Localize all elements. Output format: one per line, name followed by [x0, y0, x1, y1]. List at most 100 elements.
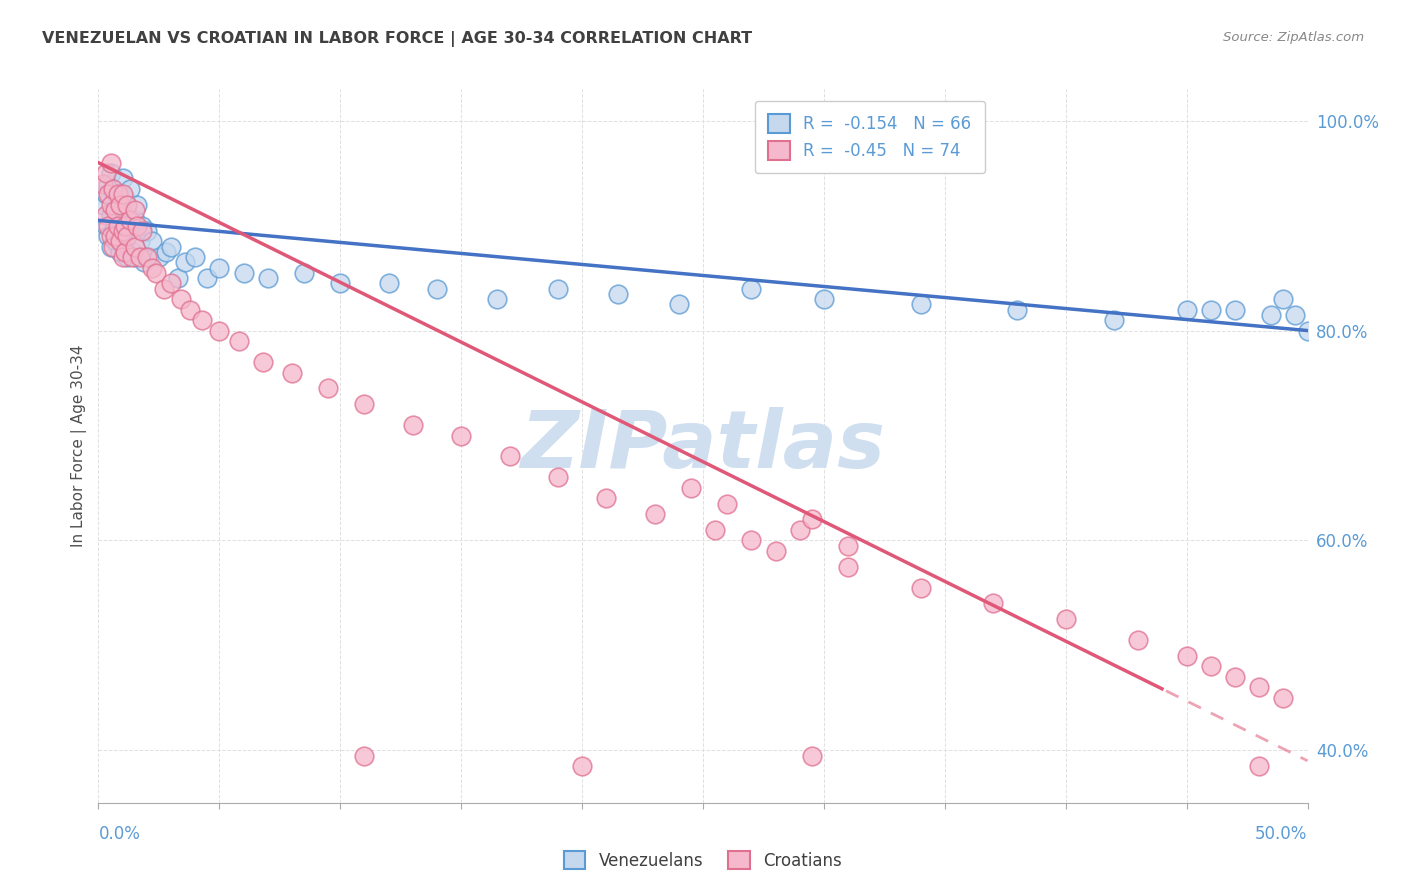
Point	[1175, 648, 1198, 663]
Point	[208, 324, 231, 338]
Point	[101, 224, 124, 238]
Point	[107, 187, 129, 202]
Text: Source: ZipAtlas.com: Source: ZipAtlas.com	[1223, 31, 1364, 45]
Point	[107, 219, 129, 233]
Point	[108, 213, 131, 227]
Point	[135, 224, 157, 238]
Text: ZIPatlas: ZIPatlas	[520, 407, 886, 485]
Point	[1249, 759, 1271, 773]
Point	[167, 271, 190, 285]
Point	[668, 297, 690, 311]
Point	[910, 297, 932, 311]
Point	[1223, 670, 1246, 684]
Point	[97, 229, 120, 244]
Point	[134, 255, 156, 269]
Point	[179, 302, 201, 317]
Point	[450, 428, 472, 442]
Point	[114, 219, 136, 233]
Point	[160, 277, 183, 291]
Point	[981, 596, 1004, 610]
Point	[100, 239, 122, 253]
Point	[1175, 302, 1198, 317]
Point	[101, 239, 124, 253]
Point	[208, 260, 231, 275]
Point	[121, 244, 143, 259]
Point	[97, 219, 120, 233]
Point	[145, 266, 167, 280]
Point	[118, 213, 141, 227]
Point	[111, 171, 134, 186]
Point	[1272, 690, 1295, 705]
Point	[716, 497, 738, 511]
Point	[353, 397, 375, 411]
Point	[128, 235, 150, 249]
Point	[111, 202, 134, 217]
Point	[104, 202, 127, 217]
Point	[486, 292, 509, 306]
Point	[498, 450, 520, 464]
Text: 50.0%: 50.0%	[1256, 825, 1308, 843]
Point	[292, 266, 315, 280]
Point	[377, 277, 399, 291]
Point	[97, 187, 120, 202]
Point	[813, 292, 835, 306]
Point	[228, 334, 250, 348]
Point	[800, 512, 823, 526]
Point	[108, 187, 131, 202]
Point	[111, 239, 134, 253]
Point	[1128, 633, 1150, 648]
Point	[155, 244, 177, 259]
Point	[100, 155, 122, 169]
Point	[135, 250, 157, 264]
Point	[765, 544, 787, 558]
Point	[114, 229, 136, 244]
Point	[1199, 302, 1222, 317]
Point	[1284, 308, 1306, 322]
Point	[117, 208, 139, 222]
Point	[91, 177, 114, 191]
Point	[740, 533, 762, 548]
Point	[281, 366, 304, 380]
Point	[114, 244, 136, 259]
Point	[101, 182, 124, 196]
Point	[127, 219, 149, 233]
Point	[100, 166, 122, 180]
Point	[679, 481, 702, 495]
Point	[195, 271, 218, 285]
Point	[1054, 612, 1077, 626]
Point	[191, 313, 214, 327]
Point	[152, 282, 174, 296]
Point	[789, 523, 811, 537]
Point	[160, 239, 183, 253]
Point	[353, 748, 375, 763]
Point	[117, 197, 139, 211]
Point	[426, 282, 449, 296]
Point	[232, 266, 254, 280]
Point	[97, 177, 120, 191]
Point	[114, 193, 136, 207]
Point	[329, 277, 352, 291]
Point	[121, 250, 143, 264]
Legend: Venezuelans, Croatians: Venezuelans, Croatians	[557, 845, 849, 877]
Point	[104, 229, 127, 244]
Point	[118, 219, 141, 233]
Point	[1007, 302, 1029, 317]
Point	[256, 271, 278, 285]
Point	[101, 182, 124, 196]
Point	[117, 250, 139, 264]
Point	[169, 292, 191, 306]
Point	[1296, 324, 1319, 338]
Point	[104, 197, 127, 211]
Point	[800, 748, 823, 763]
Point	[571, 759, 593, 773]
Point	[127, 197, 149, 211]
Point	[837, 559, 859, 574]
Point	[184, 250, 207, 264]
Point	[108, 235, 131, 249]
Point	[108, 197, 131, 211]
Point	[316, 381, 339, 395]
Point	[1249, 681, 1271, 695]
Point	[107, 229, 129, 244]
Point	[94, 187, 117, 202]
Point	[141, 260, 163, 275]
